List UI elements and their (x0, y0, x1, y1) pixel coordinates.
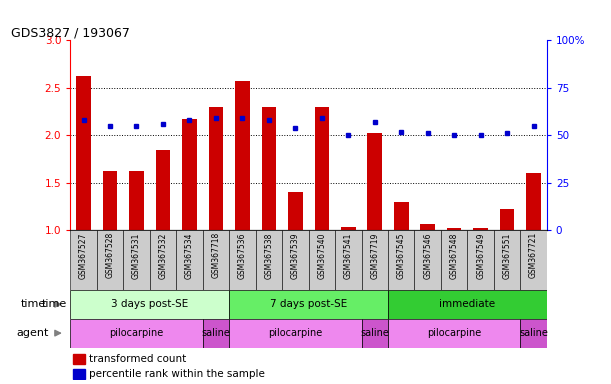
Text: GSM367545: GSM367545 (397, 232, 406, 279)
Bar (203, 230, 229, 290)
Bar (97, 230, 123, 290)
Bar (262, 107, 276, 230)
Text: GSM367527: GSM367527 (79, 232, 88, 278)
Bar (103, 170, 117, 230)
Bar (526, 174, 541, 230)
Text: GDS3827 / 193067: GDS3827 / 193067 (10, 26, 130, 39)
Text: GSM367540: GSM367540 (317, 232, 326, 279)
Text: saline: saline (360, 328, 389, 338)
Text: GSM367541: GSM367541 (344, 232, 353, 278)
Bar (203, 319, 229, 348)
Text: GSM367718: GSM367718 (211, 232, 221, 278)
Bar (282, 230, 309, 290)
Text: GSM367548: GSM367548 (450, 232, 459, 278)
Bar (235, 81, 250, 230)
Text: percentile rank within the sample: percentile rank within the sample (89, 369, 265, 379)
Bar (70, 230, 97, 290)
Bar (129, 172, 144, 230)
Text: pilocarpine: pilocarpine (109, 328, 164, 338)
Bar (447, 228, 461, 230)
Bar (494, 230, 521, 290)
Text: time: time (42, 299, 67, 310)
Text: saline: saline (202, 328, 230, 338)
Text: GSM367546: GSM367546 (423, 232, 432, 279)
Text: GSM367719: GSM367719 (370, 232, 379, 278)
Text: GSM367536: GSM367536 (238, 232, 247, 279)
Bar (388, 230, 414, 290)
Bar (394, 202, 409, 230)
Bar (521, 230, 547, 290)
Text: GSM367549: GSM367549 (476, 232, 485, 279)
Text: transformed count: transformed count (89, 354, 186, 364)
Bar (474, 228, 488, 230)
Bar (388, 290, 547, 319)
Bar (335, 230, 362, 290)
Text: GSM367721: GSM367721 (529, 232, 538, 278)
Bar (70, 319, 203, 348)
Bar (362, 319, 388, 348)
Bar (367, 134, 382, 230)
Bar (156, 150, 170, 230)
Text: pilocarpine: pilocarpine (268, 328, 323, 338)
Bar (414, 230, 441, 290)
Text: GSM367539: GSM367539 (291, 232, 300, 279)
Text: GSM367531: GSM367531 (132, 232, 141, 278)
Bar (229, 230, 255, 290)
Bar (315, 107, 329, 230)
Text: GSM367534: GSM367534 (185, 232, 194, 279)
Text: pilocarpine: pilocarpine (427, 328, 481, 338)
Text: GSM367532: GSM367532 (158, 232, 167, 278)
Bar (73, 354, 84, 364)
Bar (521, 319, 547, 348)
Bar (229, 319, 362, 348)
Text: immediate: immediate (439, 299, 496, 310)
Bar (362, 230, 388, 290)
Bar (150, 230, 176, 290)
Bar (255, 230, 282, 290)
Text: time: time (20, 299, 46, 310)
Bar (420, 224, 435, 230)
Bar (441, 230, 467, 290)
Bar (123, 230, 150, 290)
Bar (176, 230, 203, 290)
Text: GSM367528: GSM367528 (106, 232, 114, 278)
Bar (388, 319, 521, 348)
Bar (341, 227, 356, 230)
Text: GSM367538: GSM367538 (265, 232, 273, 278)
Bar (467, 230, 494, 290)
Text: 3 days post-SE: 3 days post-SE (111, 299, 188, 310)
Text: agent: agent (17, 328, 49, 338)
Bar (208, 107, 223, 230)
Bar (229, 290, 388, 319)
Text: GSM367551: GSM367551 (503, 232, 511, 278)
Bar (182, 119, 197, 230)
Bar (309, 230, 335, 290)
Bar (70, 290, 229, 319)
Text: saline: saline (519, 328, 548, 338)
Bar (76, 76, 91, 230)
Bar (500, 210, 514, 230)
Bar (288, 192, 302, 230)
Bar (73, 369, 84, 379)
Text: 7 days post-SE: 7 days post-SE (270, 299, 347, 310)
